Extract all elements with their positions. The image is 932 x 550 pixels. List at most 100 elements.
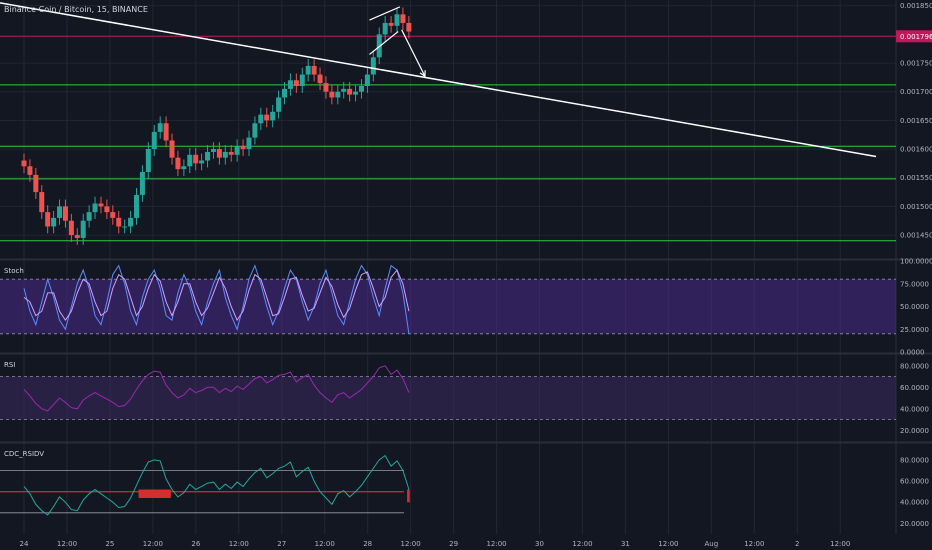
candle[interactable]: [175, 150, 181, 177]
candle[interactable]: [276, 90, 282, 119]
time-axis[interactable]: 24 12:00 25 12:00 26 12:00 27 12:00 28 12:00 29 12:…: [20, 540, 851, 548]
candle[interactable]: [341, 81, 347, 99]
candle[interactable]: [311, 59, 317, 82]
candle[interactable]: [62, 199, 68, 228]
candle[interactable]: [92, 196, 98, 220]
rsi-band: [0, 376, 896, 420]
rsi-pane[interactable]: RSI: [0, 361, 896, 420]
candle[interactable]: [187, 147, 193, 174]
candle[interactable]: [98, 196, 104, 214]
trend-line[interactable]: [0, 2, 877, 158]
stoch-d-line[interactable]: [23, 269, 410, 322]
candle[interactable]: [305, 59, 311, 82]
candle[interactable]: [246, 130, 252, 156]
candle-body: [270, 111, 276, 121]
candle[interactable]: [258, 107, 264, 131]
candle[interactable]: [287, 73, 293, 96]
candle[interactable]: [264, 107, 270, 128]
candle[interactable]: [222, 145, 228, 165]
candle[interactable]: [86, 205, 92, 228]
stoch-pane[interactable]: Stoch: [0, 264, 896, 335]
candle-body: [199, 160, 205, 164]
candle[interactable]: [145, 142, 151, 179]
candle[interactable]: [68, 213, 74, 242]
candle[interactable]: [364, 67, 370, 93]
candle-body: [323, 83, 329, 92]
candle[interactable]: [216, 142, 222, 165]
candle[interactable]: [388, 16, 394, 33]
candle[interactable]: [329, 84, 335, 105]
candle[interactable]: [406, 16, 412, 39]
candle[interactable]: [347, 81, 353, 102]
candle[interactable]: [45, 205, 51, 234]
candle[interactable]: [151, 124, 157, 156]
time-tick-label: 12:00: [57, 540, 77, 548]
candle[interactable]: [299, 67, 305, 93]
candle[interactable]: [133, 188, 139, 225]
candle[interactable]: [394, 7, 400, 33]
candle-body: [187, 154, 193, 167]
candle[interactable]: [353, 84, 359, 102]
candle[interactable]: [104, 199, 110, 220]
candle[interactable]: [128, 210, 134, 234]
candle[interactable]: [74, 228, 80, 245]
candle[interactable]: [317, 67, 323, 91]
candle[interactable]: [376, 27, 382, 65]
candle[interactable]: [169, 133, 175, 165]
candle[interactable]: [193, 147, 199, 171]
candle[interactable]: [199, 153, 205, 171]
rsdv-pane[interactable]: CDC_RSIDV: [0, 450, 410, 516]
candle[interactable]: [139, 165, 145, 202]
candle[interactable]: [110, 205, 116, 225]
candle[interactable]: [51, 210, 57, 234]
candle[interactable]: [228, 145, 234, 162]
candle[interactable]: [57, 199, 63, 225]
rsi-line[interactable]: [23, 365, 410, 412]
price-pane[interactable]: [0, 2, 896, 245]
wedge-lower-line[interactable]: [369, 31, 399, 55]
candle[interactable]: [157, 116, 163, 139]
candle[interactable]: [240, 139, 246, 156]
wedge-upper-line[interactable]: [369, 6, 401, 21]
candle[interactable]: [205, 145, 211, 168]
candle[interactable]: [293, 73, 299, 93]
candle[interactable]: [27, 159, 33, 182]
candle[interactable]: [335, 84, 341, 105]
candle[interactable]: [116, 210, 122, 234]
candle[interactable]: [358, 79, 364, 99]
candle-body: [181, 166, 187, 170]
candle[interactable]: [234, 139, 240, 162]
candle-body: [311, 65, 317, 75]
candle[interactable]: [33, 167, 39, 199]
candle[interactable]: [270, 104, 276, 128]
candle[interactable]: [210, 142, 216, 159]
candle[interactable]: [21, 153, 27, 174]
stoch-k-line[interactable]: [23, 264, 410, 334]
candle-body: [210, 149, 216, 152]
candle[interactable]: [252, 116, 258, 145]
candle[interactable]: [370, 50, 376, 82]
candle[interactable]: [282, 81, 288, 105]
candle[interactable]: [80, 213, 86, 245]
candle-body: [222, 151, 228, 158]
rsdv-line[interactable]: [23, 454, 410, 516]
candle[interactable]: [181, 159, 187, 177]
candle[interactable]: [122, 219, 128, 234]
candle-body: [133, 194, 139, 218]
candle[interactable]: [39, 185, 45, 220]
indicator-tick-label: 0.0000: [900, 349, 925, 357]
candle-body: [370, 57, 376, 75]
candle-body: [216, 149, 222, 158]
candle[interactable]: [400, 7, 406, 30]
candle[interactable]: [382, 16, 388, 42]
current-price-tag[interactable]: [896, 30, 932, 43]
candle[interactable]: [323, 76, 329, 99]
candle[interactable]: [163, 116, 169, 148]
target-arrow-line[interactable]: [401, 29, 426, 77]
candle-body: [341, 88, 347, 92]
